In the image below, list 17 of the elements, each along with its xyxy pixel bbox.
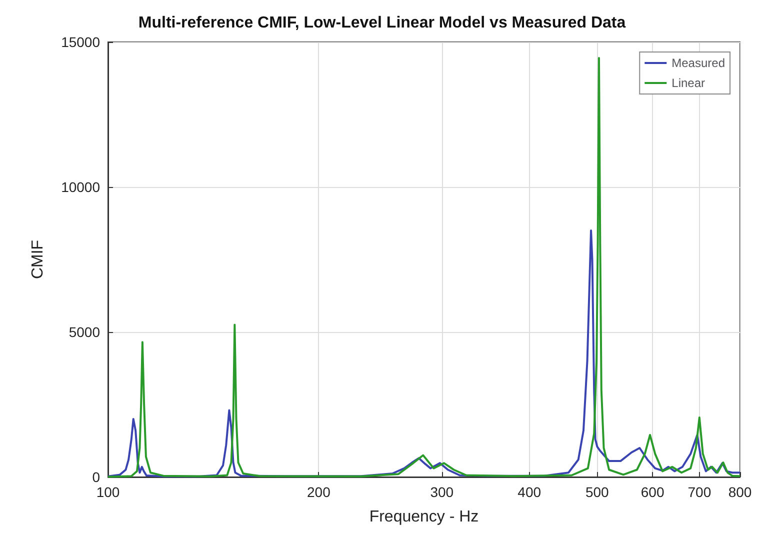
legend-label: Measured: [672, 56, 726, 70]
x-tick-label: 300: [430, 484, 454, 500]
y-tick-label: 5000: [68, 324, 100, 340]
x-tick-label: 500: [585, 484, 610, 500]
x-tick-label: 100: [96, 484, 120, 500]
x-tick-label: 200: [306, 484, 331, 500]
x-axis-title: Frequency - Hz: [369, 508, 479, 526]
y-axis-title: CMIF: [30, 240, 46, 280]
x-tick-label: 600: [640, 484, 664, 500]
y-tick-label: 10000: [61, 179, 100, 195]
chart-title: Multi-reference CMIF, Low-Level Linear Model vs Measured Data: [138, 14, 626, 32]
x-tick-label: 400: [518, 484, 542, 500]
x-tick-label: 800: [728, 484, 752, 500]
x-tick-label: 700: [688, 484, 712, 500]
y-tick-label: 0: [92, 469, 100, 485]
legend-label: Linear: [672, 76, 705, 90]
y-tick-label: 15000: [61, 34, 100, 50]
